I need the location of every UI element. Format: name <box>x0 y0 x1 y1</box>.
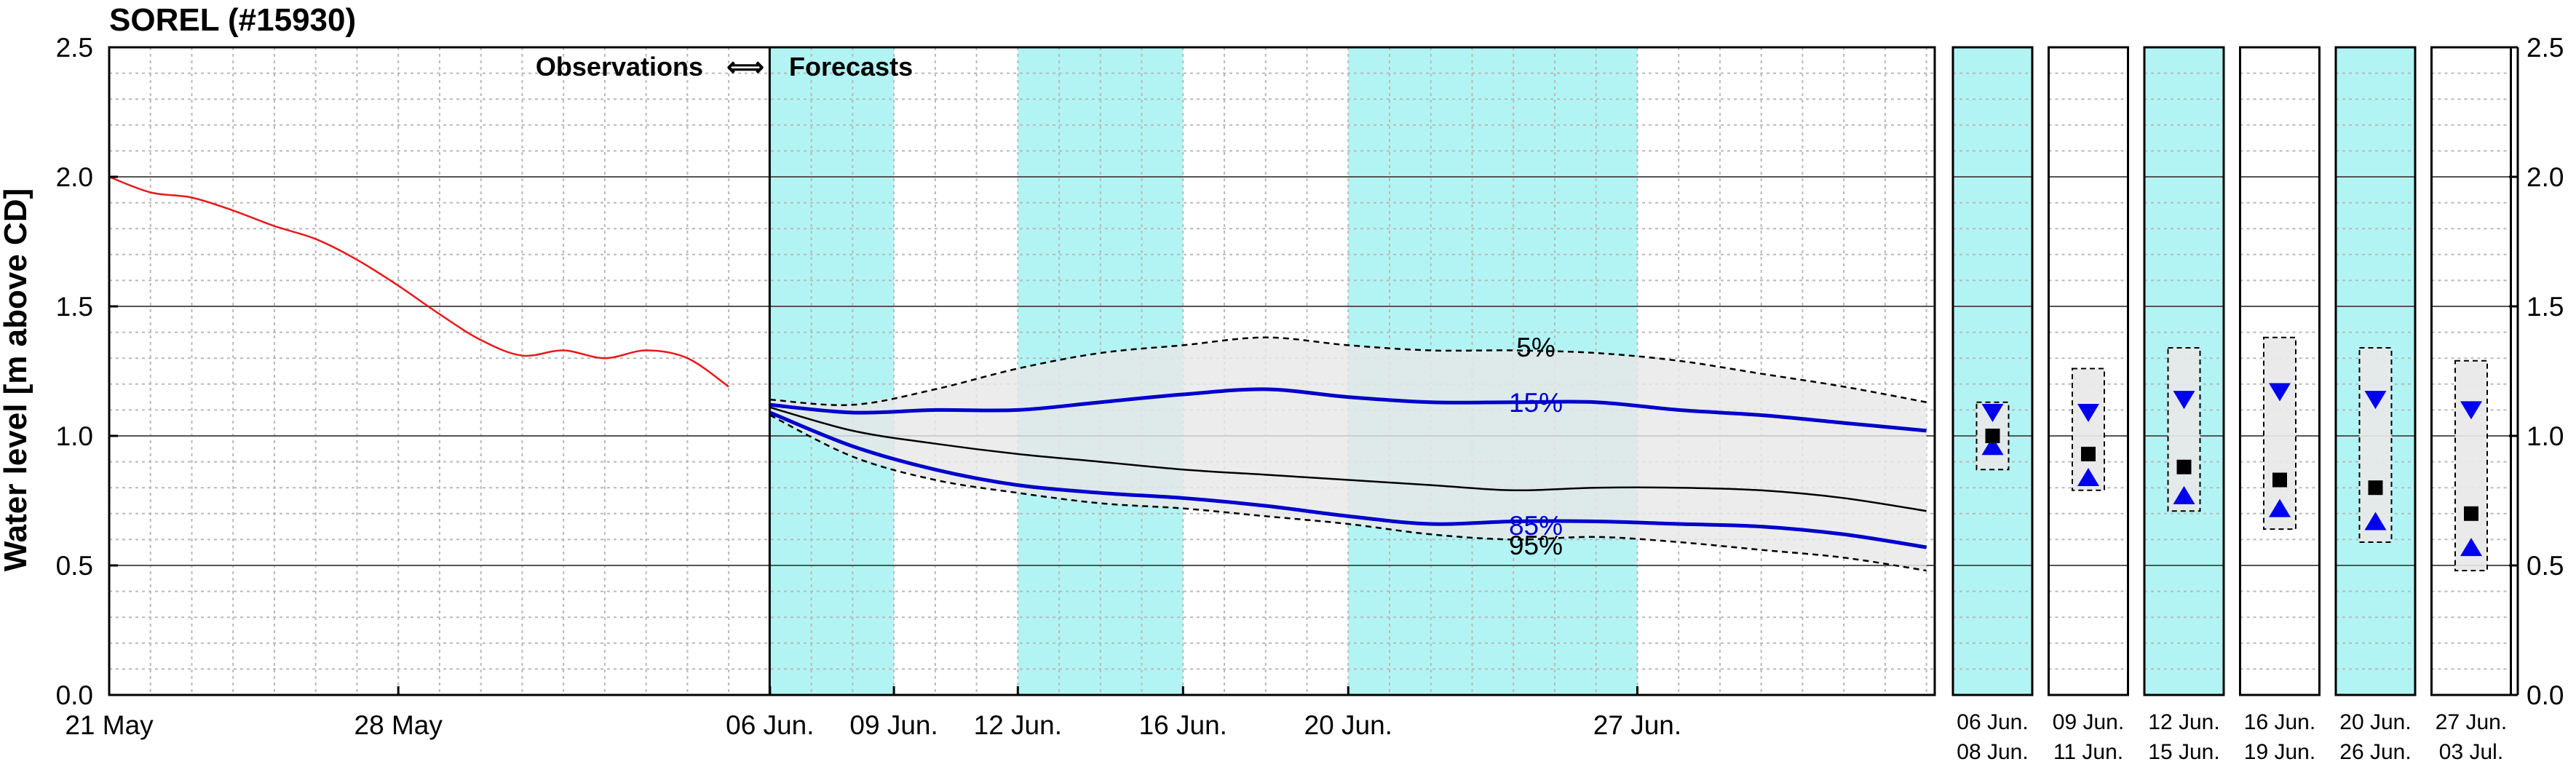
panel-median-marker <box>2272 472 2287 488</box>
y-tick-label: 2.5 <box>56 33 93 63</box>
panel-frame <box>2334 46 2417 696</box>
panel-background <box>1953 47 2032 695</box>
panel-label-start: 16 Jun. <box>2244 710 2315 734</box>
x-tick-label: 06 Jun. <box>726 710 814 740</box>
panel-range-box <box>2454 359 2488 572</box>
panel-frame <box>2239 46 2321 696</box>
panel-label-start: 12 Jun. <box>2148 710 2219 734</box>
chart-title: SOREL (#15930) <box>109 2 356 38</box>
panel-label-end: 15 Jun. <box>2148 740 2219 764</box>
right-y-tick-label: 2.5 <box>2527 33 2564 63</box>
y-tick-label: 1.0 <box>56 421 93 451</box>
right-y-tick-label: 1.5 <box>2527 292 2564 322</box>
y-tick-label: 2.0 <box>56 162 93 192</box>
panel-frame <box>2048 46 2129 696</box>
annotation-observations: Observations <box>536 52 703 82</box>
forecast-line-85pct <box>769 410 1927 549</box>
panel-median-marker <box>2368 480 2383 496</box>
weekly-panel-1: 06 Jun. 08 Jun. <box>1951 46 2034 764</box>
panel-q15-marker <box>1981 403 2004 422</box>
series-label-95pct: 95% <box>1509 530 1563 560</box>
panel-q15-marker <box>2460 401 2482 420</box>
right-y-tick-label: 0.0 <box>2527 680 2564 710</box>
series-label-85pct: 85% <box>1509 511 1563 541</box>
right-y-tick-label: 0.5 <box>2527 551 2564 581</box>
panel-frame <box>2143 46 2225 696</box>
panel-q85-marker <box>2269 498 2291 517</box>
forecast-line-median <box>769 406 1927 512</box>
panel-label-end: 26 Jun. <box>2339 740 2411 764</box>
panel-median-marker <box>2081 446 2096 461</box>
y-tick-label: 1.5 <box>56 292 93 322</box>
y-axis-label: Water level [m above CD] <box>0 188 33 572</box>
panel-frame <box>1951 46 2034 696</box>
panel-label-start: 09 Jun. <box>2053 710 2124 734</box>
forecast-envelope <box>769 337 1927 571</box>
panel-q85-marker <box>2077 467 2099 486</box>
panel-label-end: 03 Jul. <box>2439 740 2503 764</box>
x-tick-label: 28 May <box>354 710 443 740</box>
shaded-period-0 <box>769 47 895 695</box>
forecast-line-5pct <box>769 336 1927 406</box>
panel-q15-marker <box>2077 403 2099 422</box>
weekly-panel-6: 27 Jun. 03 Jul. <box>2430 46 2512 764</box>
panel-range-box <box>2263 336 2296 530</box>
y-tick-label: 0.5 <box>56 551 93 581</box>
panel-median-marker <box>2464 506 2478 521</box>
right-y-tick-label: 2.0 <box>2527 162 2564 192</box>
x-tick-label: 12 Jun. <box>974 710 1062 740</box>
x-tick-label: 09 Jun. <box>849 710 938 740</box>
annotation-arrow: ⟺ <box>726 52 764 82</box>
panel-label-start: 27 Jun. <box>2436 710 2507 734</box>
observations-line <box>108 175 729 388</box>
panel-q15-marker <box>2173 391 2195 410</box>
panel-q85-marker <box>2364 512 2387 530</box>
forecast-line-95pct <box>769 414 1927 572</box>
x-tick-label: 21 May <box>65 710 154 740</box>
panel-range-box <box>2358 346 2393 543</box>
weekly-panel-4: 16 Jun. 19 Jun. <box>2239 46 2321 764</box>
panel-q85-marker <box>2460 538 2482 557</box>
panel-label-start: 20 Jun. <box>2339 710 2411 734</box>
x-tick-label: 27 Jun. <box>1593 710 1681 740</box>
panel-q15-marker <box>2364 391 2387 410</box>
y-tick-label: 0.0 <box>56 680 93 710</box>
right-y-tick-label: 1.0 <box>2527 421 2564 451</box>
panel-q85-marker <box>2173 485 2195 504</box>
weekly-panel-3: 12 Jun. 15 Jun. <box>2143 46 2225 764</box>
x-tick-label: 20 Jun. <box>1304 710 1392 740</box>
panel-median-marker <box>1985 429 2000 443</box>
weekly-panel-5: 20 Jun. 26 Jun. <box>2334 46 2417 764</box>
annotation-forecasts: Forecasts <box>789 52 913 82</box>
panel-range-box <box>2167 346 2201 512</box>
series-label-15pct: 15% <box>1509 388 1563 418</box>
panel-median-marker <box>2176 459 2192 474</box>
plot-frame <box>108 46 1936 696</box>
forecast-line-15pct <box>769 387 1927 433</box>
weekly-panel-2: 09 Jun. 11 Jun. <box>2048 46 2129 764</box>
series-label-5pct: 5% <box>1516 333 1555 362</box>
x-tick-label: 16 Jun. <box>1139 710 1227 740</box>
panel-label-start: 06 Jun. <box>1957 710 2028 734</box>
panel-label-end: 11 Jun. <box>2053 740 2123 764</box>
panel-label-end: 08 Jun. <box>1957 740 2028 764</box>
panel-frame <box>2430 46 2512 696</box>
panel-label-end: 19 Jun. <box>2244 740 2315 764</box>
panel-q85-marker <box>1981 437 2004 456</box>
panel-q15-marker <box>2269 383 2291 402</box>
